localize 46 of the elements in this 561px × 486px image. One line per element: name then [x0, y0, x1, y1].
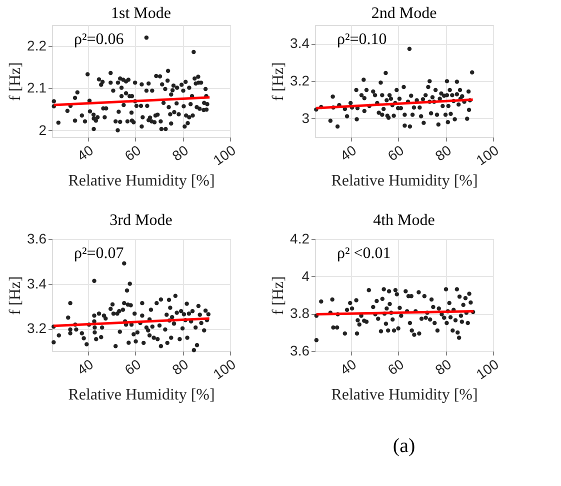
chart-title: 1st Mode	[111, 5, 171, 22]
y-tick-label: 3	[302, 110, 310, 126]
y-axis-title: f [Hz]	[270, 62, 288, 101]
x-tick-label: 80	[432, 356, 454, 378]
y-tick-label: 3.4	[290, 35, 310, 52]
y-tick-label: 3.6	[290, 342, 310, 358]
x-tick-label: 100	[473, 356, 502, 382]
x-tick-label: 80	[169, 356, 192, 378]
x-axis-title: Relative Humidity [%]	[68, 172, 215, 190]
annotation: ρ²=0.06	[74, 31, 124, 48]
y-axis-title: f [Hz]	[7, 276, 24, 315]
annotation: ρ²=0.07	[74, 245, 124, 262]
y-tick-label: 2.1	[27, 80, 47, 96]
x-tick-label: 60	[122, 356, 144, 378]
y-tick-label: 4.2	[290, 230, 310, 246]
chart-title: 3rd Mode	[110, 212, 172, 229]
x-tick-label: 60	[122, 142, 144, 164]
x-axis-title: Relative Humidity [%]	[331, 172, 478, 190]
x-tick-label: 100	[210, 356, 239, 382]
y-axis-title: f [Hz]	[270, 276, 288, 315]
chart-title: 4th Mode	[373, 212, 435, 229]
x-tick-label: 40	[337, 142, 360, 164]
x-tick-label: 100	[473, 142, 502, 168]
x-axis-title: Relative Humidity [%]	[331, 386, 478, 404]
y-tick-label: 3.6	[27, 230, 47, 246]
y-tick-label: 3.8	[290, 305, 310, 322]
x-tick-label: 100	[210, 142, 239, 168]
x-tick-label: 60	[384, 142, 407, 164]
x-tick-label: 80	[169, 142, 192, 164]
y-tick-label: 2.2	[27, 38, 47, 54]
x-tick-label: 60	[384, 356, 407, 378]
x-tick-label: 40	[74, 142, 96, 164]
chart-title: 2nd Mode	[371, 5, 437, 22]
y-tick-label: 3.4	[27, 275, 47, 292]
x-axis-title: Relative Humidity [%]	[68, 386, 215, 404]
y-tick-label: 3.2	[290, 72, 310, 88]
annotation: ρ²=0.10	[337, 31, 387, 48]
y-axis-title: f [Hz]	[7, 62, 24, 101]
x-tick-label: 40	[337, 356, 360, 378]
y-tick-label: 4	[302, 268, 310, 284]
y-tick-label: 2	[38, 122, 47, 138]
x-tick-label: 80	[432, 142, 454, 164]
text: (a)	[392, 435, 416, 457]
y-tick-label: 3.2	[27, 320, 47, 336]
x-tick-label: 40	[74, 356, 96, 378]
annotation: ρ² <0.01	[337, 245, 391, 262]
